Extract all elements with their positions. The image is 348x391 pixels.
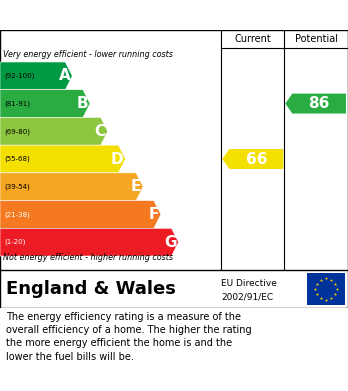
Text: England & Wales: England & Wales (6, 280, 176, 298)
Text: Current: Current (235, 34, 271, 44)
Text: (39-54): (39-54) (4, 183, 30, 190)
Text: 66: 66 (246, 151, 267, 167)
Polygon shape (285, 93, 346, 113)
Bar (307, 273, 345, 305)
Polygon shape (0, 145, 125, 173)
Polygon shape (0, 90, 90, 117)
Text: Energy Efficiency Rating: Energy Efficiency Rating (7, 7, 217, 23)
Text: (1-20): (1-20) (4, 239, 25, 246)
Text: Not energy efficient - higher running costs: Not energy efficient - higher running co… (3, 253, 173, 262)
Text: B: B (76, 96, 88, 111)
Text: A: A (58, 68, 70, 83)
Text: C: C (95, 124, 106, 139)
Text: (69-80): (69-80) (4, 128, 30, 135)
Polygon shape (222, 149, 283, 169)
Polygon shape (0, 201, 161, 228)
Text: F: F (149, 207, 159, 222)
Polygon shape (0, 173, 143, 201)
Text: E: E (131, 179, 141, 194)
Text: (92-100): (92-100) (4, 73, 34, 79)
Text: (55-68): (55-68) (4, 156, 30, 162)
Text: 2002/91/EC: 2002/91/EC (221, 292, 273, 301)
Polygon shape (0, 228, 179, 256)
Text: Potential: Potential (295, 34, 338, 44)
Text: 86: 86 (308, 96, 330, 111)
Text: G: G (164, 235, 176, 249)
Text: The energy efficiency rating is a measure of the
overall efficiency of a home. T: The energy efficiency rating is a measur… (6, 312, 252, 362)
Text: EU Directive: EU Directive (221, 279, 277, 288)
Polygon shape (0, 117, 108, 145)
Text: (81-91): (81-91) (4, 100, 30, 107)
Polygon shape (0, 62, 72, 90)
Text: D: D (111, 151, 124, 167)
Text: (21-38): (21-38) (4, 211, 30, 218)
Text: Very energy efficient - lower running costs: Very energy efficient - lower running co… (3, 50, 173, 59)
